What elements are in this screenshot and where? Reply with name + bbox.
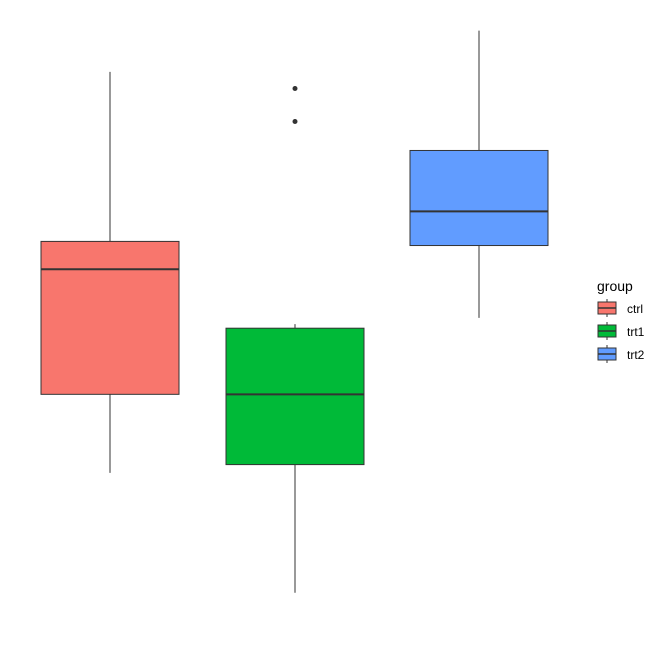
- legend-item-trt1: trt1: [597, 322, 645, 340]
- outlier-trt1-1: [292, 119, 298, 125]
- legend-label-ctrl: ctrl: [627, 302, 643, 316]
- box-group-ctrl: [40, 71, 180, 473]
- legend-label-trt2: trt2: [627, 348, 645, 362]
- box-group-trt2: [409, 30, 549, 318]
- legend-title: group: [597, 278, 633, 294]
- legend: group ctrl trt1 trt2: [597, 278, 645, 363]
- legend-item-ctrl: ctrl: [597, 299, 643, 317]
- legend-item-trt2: trt2: [597, 345, 645, 363]
- box-group-trt1: [225, 85, 365, 593]
- plot-area: [40, 30, 549, 593]
- outlier-trt1-2: [292, 85, 298, 91]
- box-trt2: [409, 149, 549, 247]
- box-ctrl: [40, 240, 180, 395]
- legend-label-trt1: trt1: [627, 325, 645, 339]
- box-trt1: [225, 327, 365, 466]
